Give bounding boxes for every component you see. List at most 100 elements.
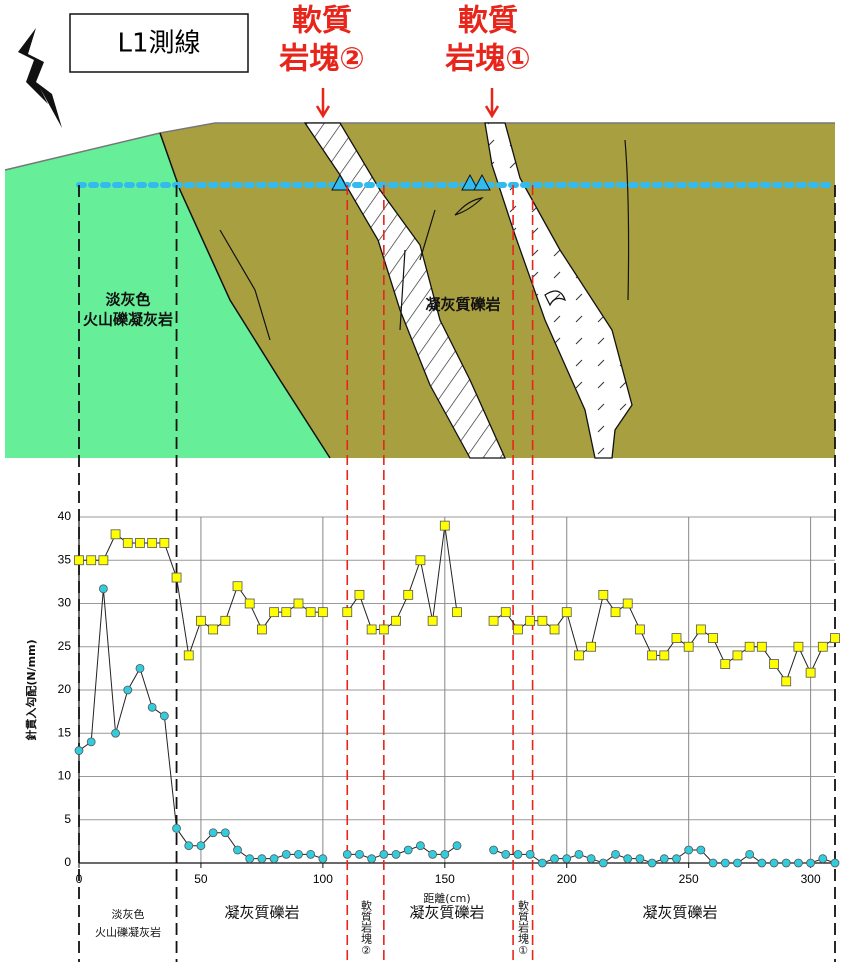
data-point: [708, 858, 718, 868]
data-point: [622, 598, 633, 609]
data-point: [817, 641, 828, 652]
soft-block-label: 軟質: [458, 4, 518, 39]
data-point: [135, 663, 145, 673]
data-point: [74, 746, 84, 755]
data-point: [439, 520, 450, 531]
data-point: [537, 858, 547, 868]
data-point: [598, 589, 609, 600]
y-tick-label: 20: [58, 682, 72, 696]
data-point: [720, 858, 730, 868]
data-point: [830, 633, 840, 643]
title: L1測線: [117, 29, 200, 59]
geology-label: 凝灰質礫岩: [425, 296, 500, 314]
triangle-marker: [473, 173, 491, 191]
data-point: [805, 667, 816, 678]
data-point: [415, 555, 426, 566]
data-point: [695, 624, 706, 635]
data-point: [757, 858, 767, 868]
data-point: [781, 858, 791, 868]
data-point: [391, 615, 401, 626]
data-point: [147, 702, 157, 712]
data-point: [98, 584, 108, 594]
data-point: [403, 589, 414, 600]
data-point: [671, 633, 682, 643]
data-point: [598, 858, 608, 868]
data-point: [342, 849, 352, 859]
ground-surface: [4, 122, 835, 171]
geology-label: 火山礫凝灰岩: [83, 311, 173, 329]
data-point: [659, 650, 670, 661]
y-tick-label: 35: [58, 552, 72, 566]
triangle-marker: [461, 173, 479, 191]
data-point: [427, 615, 438, 626]
x-tick-label: 100: [313, 872, 333, 886]
y-tick-label: 15: [58, 725, 72, 739]
section-label: 軟質岩塊②: [360, 899, 373, 957]
x-axis-label: 距離(cm): [423, 891, 470, 905]
data-point: [74, 555, 84, 566]
arrow: [315, 88, 331, 119]
data-point: [355, 849, 364, 859]
data-point: [196, 615, 206, 626]
data-point: [635, 624, 645, 635]
data-point: [86, 555, 97, 566]
data-point: [488, 615, 499, 626]
data-point: [550, 854, 559, 864]
data-point: [756, 641, 767, 652]
y-tick-label: 25: [58, 639, 72, 653]
data-point: [525, 849, 535, 859]
data-point: [98, 555, 109, 566]
data-point: [708, 633, 718, 643]
data-point: [306, 849, 316, 859]
data-point: [500, 607, 511, 618]
data-point: [452, 607, 462, 618]
data-point: [367, 854, 377, 864]
section-label: 淡灰色: [112, 907, 145, 921]
data-point: [183, 650, 194, 661]
data-point: [696, 845, 706, 855]
data-point: [525, 615, 536, 626]
data-point: [672, 854, 681, 864]
y-tick-label: 0: [64, 855, 71, 869]
y-tick-label: 10: [58, 769, 72, 783]
data-point: [635, 854, 645, 864]
x-tick-label: 250: [679, 872, 699, 886]
data-point: [122, 538, 133, 548]
data-point: [257, 854, 267, 864]
section-label: 火山礫凝灰岩: [95, 925, 161, 939]
data-point: [561, 607, 572, 618]
data-point: [379, 849, 389, 859]
data-point: [208, 828, 218, 838]
data-point: [281, 849, 291, 859]
data-point: [366, 624, 377, 635]
data-point: [611, 849, 620, 859]
data-point: [233, 845, 242, 855]
data-point: [428, 849, 438, 859]
data-point: [86, 737, 96, 747]
data-point: [305, 607, 316, 618]
data-point: [123, 685, 133, 695]
data-point: [806, 858, 816, 868]
data-point: [818, 854, 828, 864]
y-tick-label: 5: [64, 812, 71, 826]
x-tick-label: 150: [435, 872, 455, 886]
north-arrow: [18, 28, 62, 128]
soft-block-label: 岩塊①: [445, 42, 530, 77]
x-tick-label: 300: [801, 872, 821, 886]
data-point: [586, 641, 597, 652]
data-point: [683, 641, 694, 652]
section-label: 軟質岩塊①: [517, 899, 530, 957]
data-point: [586, 854, 596, 864]
data-point: [159, 711, 169, 721]
data-point: [208, 624, 219, 635]
data-point: [220, 615, 231, 626]
soft-block-2: [303, 122, 507, 459]
title-box: [69, 13, 249, 73]
data-point: [610, 607, 621, 618]
data-point: [184, 841, 194, 851]
data-point: [647, 858, 657, 868]
data-point: [733, 858, 742, 868]
data-point: [196, 841, 206, 851]
section-label: 凝灰質礫岩: [224, 904, 299, 922]
data-point: [403, 845, 413, 855]
